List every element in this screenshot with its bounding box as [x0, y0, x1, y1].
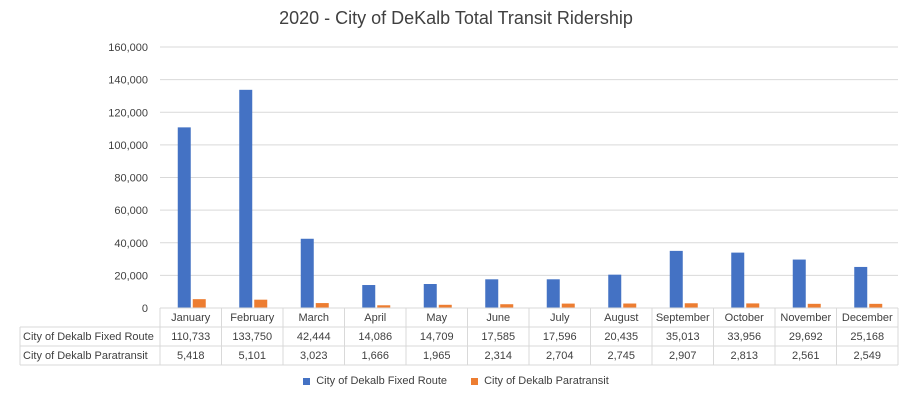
data-label: 1,666 — [361, 350, 389, 362]
x-category-label: October — [725, 312, 764, 324]
legend-swatch-paratransit — [471, 377, 479, 385]
bar-paratransit — [500, 304, 514, 308]
legend-item-fixed-route: City of Dekalb Fixed Route — [303, 375, 447, 387]
y-tick-label: 0 — [142, 303, 148, 315]
bar-paratransit — [684, 303, 698, 308]
bar-paratransit — [254, 299, 268, 308]
data-label: 17,585 — [481, 331, 515, 343]
x-category-label: March — [298, 312, 329, 324]
x-category-label: January — [171, 312, 211, 324]
data-label: 42,444 — [297, 331, 331, 343]
data-label: 2,813 — [730, 350, 758, 362]
y-tick-label: 160,000 — [108, 42, 148, 54]
data-label: 35,013 — [666, 331, 700, 343]
bar-paratransit — [438, 304, 452, 308]
bar-fixed-route — [239, 89, 253, 308]
legend-label-paratransit: City of Dekalb Paratransit — [484, 375, 609, 387]
bar-fixed-route — [423, 284, 437, 308]
bar-paratransit — [807, 303, 821, 308]
bar-fixed-route — [731, 252, 745, 308]
legend: City of Dekalb Fixed Route City of Dekal… — [0, 375, 912, 387]
y-tick-label: 100,000 — [108, 140, 148, 152]
bar-paratransit — [623, 303, 637, 308]
y-tick-label: 40,000 — [114, 238, 148, 250]
data-label: 1,965 — [423, 350, 451, 362]
data-label: 2,907 — [669, 350, 697, 362]
bar-paratransit — [377, 305, 391, 308]
y-tick-label: 80,000 — [114, 173, 148, 185]
bar-paratransit — [746, 303, 760, 308]
x-category-label: November — [780, 312, 831, 324]
data-label: 29,692 — [789, 331, 823, 343]
data-label: 17,596 — [543, 331, 577, 343]
bar-fixed-route — [669, 250, 683, 308]
bar-fixed-route — [546, 279, 560, 308]
bar-paratransit — [192, 299, 206, 308]
x-category-label: June — [486, 312, 510, 324]
legend-swatch-fixed-route — [303, 377, 311, 385]
data-label: 14,709 — [420, 331, 454, 343]
y-tick-label: 140,000 — [108, 75, 148, 87]
data-label: 3,023 — [300, 350, 328, 362]
legend-item-paratransit: City of Dekalb Paratransit — [471, 375, 609, 387]
x-category-label: August — [604, 312, 638, 324]
bar-fixed-route — [177, 127, 191, 308]
data-label: 2,549 — [853, 350, 881, 362]
bar-fixed-route — [300, 238, 314, 308]
bar-paratransit — [869, 303, 883, 308]
data-label: 2,704 — [546, 350, 574, 362]
bar-fixed-route — [792, 259, 806, 308]
x-category-label: July — [550, 312, 570, 324]
data-label: 5,101 — [238, 350, 266, 362]
data-label: 5,418 — [177, 350, 205, 362]
data-label: 110,733 — [171, 331, 210, 343]
data-label: 133,750 — [232, 331, 272, 343]
legend-label-fixed-route: City of Dekalb Fixed Route — [316, 375, 448, 387]
data-label: 20,435 — [604, 331, 638, 343]
data-label: 33,956 — [727, 331, 761, 343]
bar-fixed-route — [854, 266, 868, 308]
table-series-name: City of Dekalb Paratransit — [23, 350, 148, 362]
data-label: 2,314 — [484, 350, 512, 362]
x-category-label: December — [842, 312, 893, 324]
bar-paratransit — [315, 303, 329, 308]
data-label: 25,168 — [850, 331, 884, 343]
data-label: 14,086 — [358, 331, 392, 343]
x-category-label: May — [426, 312, 447, 324]
bar-fixed-route — [362, 285, 376, 308]
y-tick-label: 20,000 — [114, 270, 148, 282]
data-label: 2,745 — [607, 350, 635, 362]
data-label: 2,561 — [792, 350, 820, 362]
bar-fixed-route — [485, 279, 499, 308]
bar-fixed-route — [608, 274, 622, 308]
x-category-label: September — [656, 312, 710, 324]
x-category-label: April — [364, 312, 386, 324]
y-tick-label: 120,000 — [108, 107, 148, 119]
chart-title: 2020 - City of DeKalb Total Transit Ride… — [279, 8, 633, 28]
y-tick-label: 60,000 — [114, 205, 148, 217]
bar-paratransit — [561, 303, 575, 308]
table-series-name: City of Dekalb Fixed Route — [23, 331, 154, 343]
x-category-label: February — [230, 312, 275, 324]
